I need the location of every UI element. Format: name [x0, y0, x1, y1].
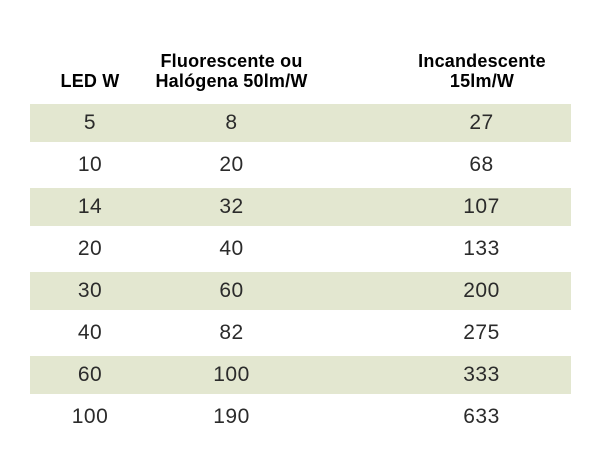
header-incandescent: Incandescente 15lm/W: [313, 38, 571, 100]
incandescent-cell: 200: [313, 272, 571, 310]
led-w-cell: 20: [77, 237, 103, 260]
led-w-cell: 30: [30, 272, 150, 310]
fluorescent-cell: 20: [219, 153, 244, 176]
incandescent-cell: 68: [469, 153, 494, 176]
header-row: LED W Fluorescente ou Halógena 50lm/W In…: [30, 38, 571, 100]
incandescent-cell: 275: [463, 321, 500, 344]
table-row: 60 100 333: [30, 356, 571, 394]
led-w-cell: 5: [30, 104, 150, 142]
table-row: 10 20 68: [30, 146, 571, 184]
header-line: Halógena 50lm/W: [155, 71, 308, 91]
incandescent-cell: 107: [313, 188, 571, 226]
fluorescent-cell: 32: [150, 188, 313, 226]
incandescent-cell: 333: [313, 356, 571, 394]
led-w-cell: 40: [77, 321, 103, 344]
led-equivalence-table: LED W Fluorescente ou Halógena 50lm/W In…: [30, 34, 571, 440]
led-w-cell: 14: [30, 188, 150, 226]
header-line: Incandescente: [418, 51, 546, 71]
header-fluorescent-halogen: Fluorescente ou Halógena 50lm/W: [150, 38, 313, 100]
table-row: 100 190 633: [30, 398, 571, 436]
header-led-w: LED W: [30, 38, 150, 100]
fluorescent-cell: 60: [150, 272, 313, 310]
header-line: LED W: [60, 71, 120, 91]
incandescent-cell: 133: [463, 237, 500, 260]
led-w-cell: 10: [77, 153, 103, 176]
fluorescent-cell: 8: [150, 104, 313, 142]
header-line: 15lm/W: [449, 71, 515, 91]
fluorescent-cell: 40: [219, 237, 244, 260]
table-row: 40 82 275: [30, 314, 571, 352]
led-w-cell: 100: [71, 405, 109, 428]
fluorescent-cell: 190: [213, 405, 250, 428]
fluorescent-cell: 82: [219, 321, 244, 344]
incandescent-cell: 27: [313, 104, 571, 142]
table-row: 5 8 27: [30, 104, 571, 142]
fluorescent-cell: 100: [150, 356, 313, 394]
header-line: Fluorescente ou: [160, 51, 303, 71]
table-row: 20 40 133: [30, 230, 571, 268]
table-row: 14 32 107: [30, 188, 571, 226]
led-w-cell: 60: [30, 356, 150, 394]
incandescent-cell: 633: [463, 405, 500, 428]
table-row: 30 60 200: [30, 272, 571, 310]
